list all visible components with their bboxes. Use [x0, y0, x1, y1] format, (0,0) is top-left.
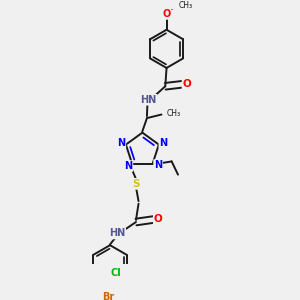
- Text: N: N: [159, 138, 167, 148]
- Text: HN: HN: [140, 95, 157, 105]
- Text: CH₃: CH₃: [178, 1, 192, 10]
- Text: O: O: [183, 79, 191, 89]
- Text: S: S: [132, 179, 140, 189]
- Text: N: N: [154, 160, 162, 170]
- Text: CH₃: CH₃: [167, 109, 181, 118]
- Text: O: O: [154, 214, 163, 224]
- Text: Cl: Cl: [110, 268, 121, 278]
- Text: Br: Br: [103, 292, 115, 300]
- Text: HN: HN: [109, 229, 125, 238]
- Text: N: N: [124, 161, 132, 171]
- Text: N: N: [117, 138, 125, 148]
- Text: O: O: [162, 9, 171, 19]
